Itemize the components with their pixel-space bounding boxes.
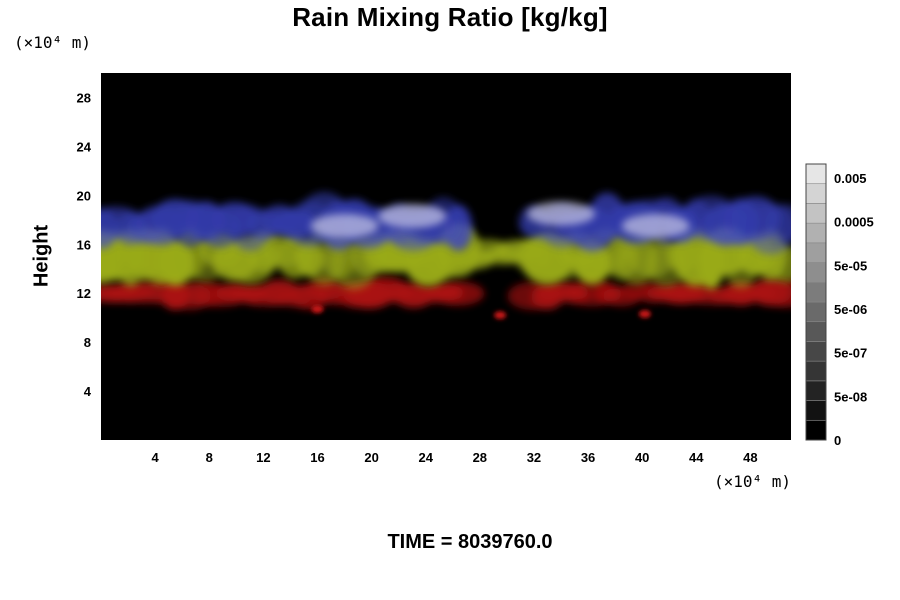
rain-field <box>101 191 791 320</box>
colorbar-segment <box>805 301 827 323</box>
chart-title: Rain Mixing Ratio [kg/kg] <box>292 2 608 32</box>
colorbar-label: 5e-06 <box>834 302 867 317</box>
y-tick-label: 12 <box>77 286 91 301</box>
layer-blob <box>431 281 485 306</box>
y-tick-label: 28 <box>77 90 91 105</box>
y-tick-label: 20 <box>77 188 91 203</box>
y-axis: 4 8 12 16 20 24 28 <box>77 90 92 399</box>
plot-area <box>101 73 791 440</box>
colorbar-label: 0 <box>834 433 841 448</box>
highlight-blob <box>527 201 595 226</box>
rain-cell <box>311 305 324 314</box>
colorbar-label: 5e-05 <box>834 258 867 273</box>
x-tick-label: 28 <box>473 450 487 465</box>
colorbar: 0.005 0.0005 5e-05 5e-06 5e-07 5e-08 0 <box>805 163 874 448</box>
colorbar-segment <box>805 321 827 342</box>
layer-blob <box>758 279 791 308</box>
highlight-blob <box>310 213 379 238</box>
colorbar-segment <box>805 400 827 421</box>
x-tick-label: 24 <box>418 450 433 465</box>
layer-blob <box>765 204 791 243</box>
layer-band-0 <box>101 276 791 311</box>
x-tick-label: 16 <box>310 450 324 465</box>
rain-cell <box>494 311 507 320</box>
x-tick-label: 32 <box>527 450 541 465</box>
y-tick-label: 4 <box>84 384 92 399</box>
colorbar-segment <box>805 203 827 224</box>
isolated-cells <box>311 305 651 320</box>
highlight-blob <box>621 213 690 238</box>
x-tick-label: 44 <box>689 450 704 465</box>
x-tick-label: 40 <box>635 450 649 465</box>
colorbar-label: 0.005 <box>834 171 867 186</box>
layer-blob <box>443 204 473 251</box>
upper-highlights <box>310 201 690 238</box>
x-tick-label: 20 <box>364 450 378 465</box>
x-tick-label: 48 <box>743 450 757 465</box>
colorbar-segment <box>805 360 827 382</box>
colorbar-segment <box>805 281 827 303</box>
colorbar-segment <box>805 341 827 362</box>
rain-cell <box>638 309 651 318</box>
highlight-blob <box>378 204 447 229</box>
layer-blob <box>768 245 791 283</box>
x-tick-label: 36 <box>581 450 595 465</box>
colorbar-segment <box>805 419 827 441</box>
colorbar-label: 0.0005 <box>834 215 874 230</box>
y-tick-label: 8 <box>84 335 91 350</box>
colorbar-segment <box>805 163 827 185</box>
y-axis-unit: (×10⁴ m) <box>14 33 92 52</box>
x-axis-unit: (×10⁴ m) <box>714 472 792 491</box>
x-tick-label: 8 <box>206 450 213 465</box>
x-axis: 4 8 12 16 20 24 28 32 36 40 44 48 <box>152 450 758 465</box>
colorbar-segment <box>805 222 827 244</box>
colorbar-segment <box>805 380 827 401</box>
colorbar-segment <box>805 183 827 204</box>
colorbar-segment <box>805 242 827 263</box>
colorbar-label: 5e-07 <box>834 346 867 361</box>
colorbar-frame <box>805 163 827 441</box>
colorbar-label: 5e-08 <box>834 389 867 404</box>
time-label: TIME = 8039760.0 <box>387 531 553 553</box>
y-tick-label: 24 <box>77 139 92 154</box>
y-tick-label: 16 <box>77 237 91 252</box>
x-tick-label: 12 <box>256 450 270 465</box>
colorbar-segment <box>805 262 827 283</box>
x-tick-label: 4 <box>152 450 160 465</box>
